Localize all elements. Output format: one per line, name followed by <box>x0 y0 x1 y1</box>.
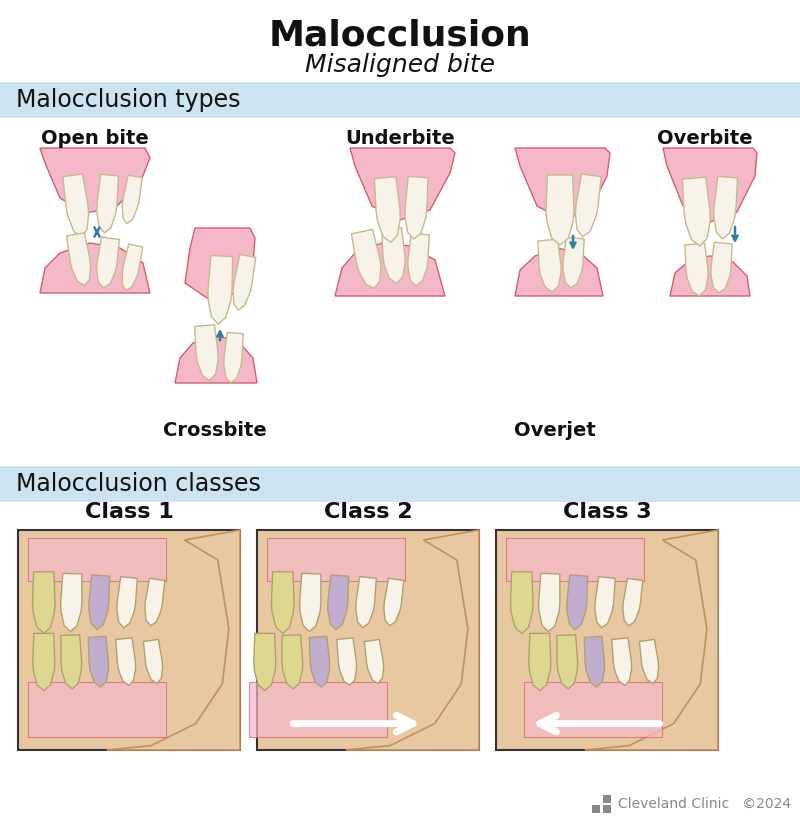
Polygon shape <box>563 238 584 288</box>
Polygon shape <box>405 176 428 239</box>
Polygon shape <box>122 175 142 224</box>
Polygon shape <box>685 243 708 296</box>
Polygon shape <box>254 633 276 691</box>
FancyBboxPatch shape <box>249 682 386 737</box>
Polygon shape <box>510 572 533 633</box>
Polygon shape <box>538 573 560 632</box>
FancyBboxPatch shape <box>267 538 405 581</box>
Polygon shape <box>585 530 718 750</box>
Polygon shape <box>66 233 90 286</box>
Polygon shape <box>350 148 455 220</box>
Polygon shape <box>97 175 118 233</box>
Polygon shape <box>122 244 143 291</box>
Polygon shape <box>89 575 110 630</box>
Polygon shape <box>639 639 658 684</box>
FancyBboxPatch shape <box>28 682 166 737</box>
Polygon shape <box>224 332 243 383</box>
Bar <box>592 805 600 813</box>
Polygon shape <box>282 635 302 689</box>
Bar <box>0 82 800 118</box>
Polygon shape <box>384 578 404 626</box>
Polygon shape <box>364 639 384 684</box>
Polygon shape <box>145 578 165 626</box>
Polygon shape <box>97 237 119 288</box>
Polygon shape <box>557 635 578 689</box>
Polygon shape <box>61 573 82 632</box>
FancyBboxPatch shape <box>506 538 644 581</box>
Polygon shape <box>116 638 136 686</box>
Polygon shape <box>356 577 376 627</box>
Text: Class 2: Class 2 <box>324 502 412 522</box>
FancyBboxPatch shape <box>28 538 166 581</box>
Polygon shape <box>40 243 150 293</box>
Text: Class 1: Class 1 <box>85 502 174 522</box>
Text: Malocclusion: Malocclusion <box>269 18 531 52</box>
Polygon shape <box>33 633 54 691</box>
Polygon shape <box>584 637 605 687</box>
Bar <box>18 530 240 750</box>
Text: Underbite: Underbite <box>345 129 455 147</box>
Polygon shape <box>515 148 610 220</box>
Polygon shape <box>33 572 55 633</box>
Text: Malocclusion types: Malocclusion types <box>16 88 241 112</box>
Polygon shape <box>670 256 750 296</box>
Polygon shape <box>515 248 603 296</box>
Polygon shape <box>61 635 82 689</box>
Polygon shape <box>374 177 400 243</box>
Bar <box>496 530 718 750</box>
Bar <box>603 795 611 803</box>
Polygon shape <box>107 530 240 750</box>
Text: Overjet: Overjet <box>514 420 596 440</box>
Polygon shape <box>714 176 738 238</box>
Text: Overbite: Overbite <box>657 129 753 147</box>
Polygon shape <box>595 577 615 627</box>
Polygon shape <box>335 243 445 296</box>
Polygon shape <box>623 578 642 626</box>
Text: Class 3: Class 3 <box>562 502 651 522</box>
Polygon shape <box>328 575 349 630</box>
Polygon shape <box>346 530 479 750</box>
Text: Open bite: Open bite <box>41 129 149 147</box>
Polygon shape <box>529 633 550 691</box>
Polygon shape <box>567 575 588 630</box>
Polygon shape <box>88 637 109 687</box>
Text: Crossbite: Crossbite <box>163 420 267 440</box>
Text: Misaligned bite: Misaligned bite <box>305 53 495 77</box>
Polygon shape <box>682 177 710 246</box>
Polygon shape <box>300 573 321 632</box>
Polygon shape <box>711 243 732 293</box>
Polygon shape <box>663 148 757 222</box>
Polygon shape <box>538 239 561 292</box>
Bar <box>257 530 479 750</box>
Text: Cleveland Clinic   ©2024: Cleveland Clinic ©2024 <box>618 797 791 811</box>
Polygon shape <box>194 325 218 381</box>
Polygon shape <box>382 228 405 283</box>
Polygon shape <box>208 255 233 324</box>
Polygon shape <box>63 174 89 237</box>
Text: Malocclusion classes: Malocclusion classes <box>16 472 261 496</box>
Polygon shape <box>143 639 162 684</box>
Polygon shape <box>233 254 256 310</box>
Polygon shape <box>185 228 255 300</box>
Polygon shape <box>575 174 601 237</box>
Polygon shape <box>175 336 257 383</box>
Polygon shape <box>337 638 357 686</box>
Bar <box>603 805 611 813</box>
Polygon shape <box>612 638 632 686</box>
Polygon shape <box>117 577 138 627</box>
Polygon shape <box>408 234 430 286</box>
Bar <box>0 466 800 502</box>
Polygon shape <box>40 148 150 213</box>
Polygon shape <box>310 637 330 687</box>
FancyBboxPatch shape <box>524 682 662 737</box>
Polygon shape <box>546 175 574 245</box>
Polygon shape <box>351 229 381 288</box>
Polygon shape <box>271 572 294 633</box>
